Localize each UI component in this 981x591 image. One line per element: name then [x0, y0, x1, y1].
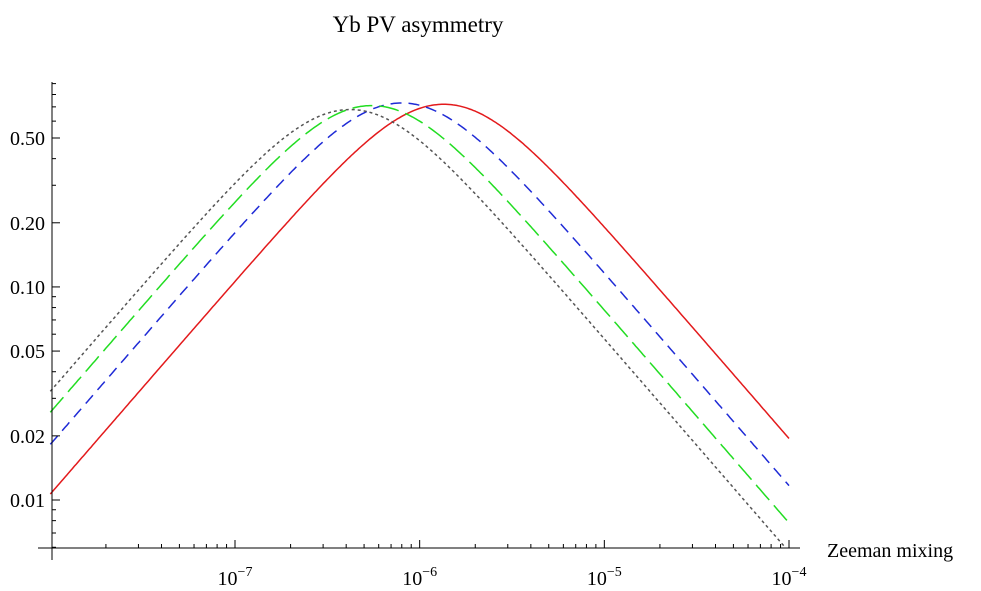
x-tick-label: 10−5: [587, 565, 622, 590]
series-line-1: [49, 103, 790, 495]
x-axis-label: Zeeman mixing: [827, 540, 953, 562]
y-tick-label: 0.05: [10, 341, 45, 363]
y-tick-label: 0.10: [10, 277, 45, 299]
series-line-3: [49, 104, 790, 524]
curves-group: [49, 102, 790, 549]
axes-group: [38, 82, 800, 560]
x-ticks: 10−7 10−6 10−5 10−4: [105, 540, 807, 590]
x-tick-label: 10−7: [218, 565, 253, 590]
y-tick-label: 0.50: [10, 128, 45, 150]
x-tick-label: 10−4: [772, 565, 807, 590]
x-tick-label: 10−6: [402, 565, 437, 590]
y-tick-label: 0.01: [10, 490, 45, 512]
y-tick-label: 0.02: [10, 426, 45, 448]
y-tick-label: 0.20: [10, 213, 45, 235]
series-line-4: [49, 108, 786, 549]
chart-title: Yb PV asymmetry: [333, 12, 504, 37]
y-ticks: 0.50 0.20 0.10 0.05 0.02 0.01: [10, 83, 60, 548]
series-line-2: [49, 102, 790, 487]
